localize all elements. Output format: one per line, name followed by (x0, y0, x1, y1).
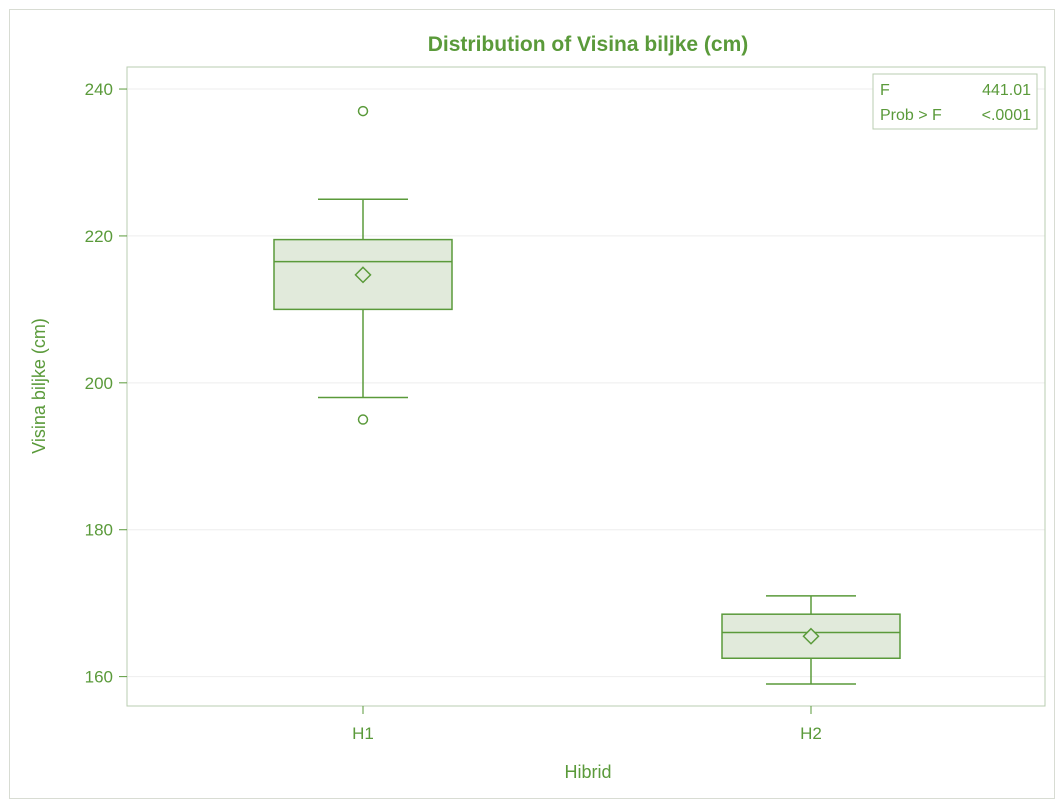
chart-title: Distribution of Visina biljke (cm) (428, 33, 749, 56)
outlier-point (357, 414, 369, 425)
grid-lines (127, 88, 1045, 678)
stats-inset-box (872, 73, 1038, 130)
inset-value-prob: <.0001 (982, 107, 1031, 124)
y-tick-label: 220 (85, 227, 113, 246)
x-tick-label: H2 (800, 724, 822, 743)
y-tick-label: 200 (85, 374, 113, 393)
x-tick-label: H1 (352, 724, 374, 743)
mean-marker (354, 266, 372, 284)
x-axis: H1 H2 (352, 706, 822, 743)
plot-area (126, 66, 1046, 707)
chart-frame (9, 9, 1055, 799)
y-axis: 160 180 200 220 240 (85, 80, 127, 687)
box-group-h2 (721, 595, 901, 685)
stats-inset: F 441.01 Prob > F <.0001 (872, 73, 1038, 130)
y-tick-label: 160 (85, 668, 113, 687)
mean-marker (802, 627, 820, 645)
inset-value-f: 441.01 (982, 82, 1031, 99)
inset-label-prob: Prob > F (880, 107, 942, 124)
y-tick-label: 240 (85, 80, 113, 99)
inset-label-f: F (880, 82, 890, 99)
y-axis-label: Visina biljke (cm) (29, 318, 49, 454)
y-tick-label: 180 (85, 521, 113, 540)
outlier-point (357, 105, 369, 117)
box-group-h1 (273, 105, 453, 425)
x-axis-label: Hibrid (564, 762, 611, 782)
boxes (273, 105, 901, 685)
